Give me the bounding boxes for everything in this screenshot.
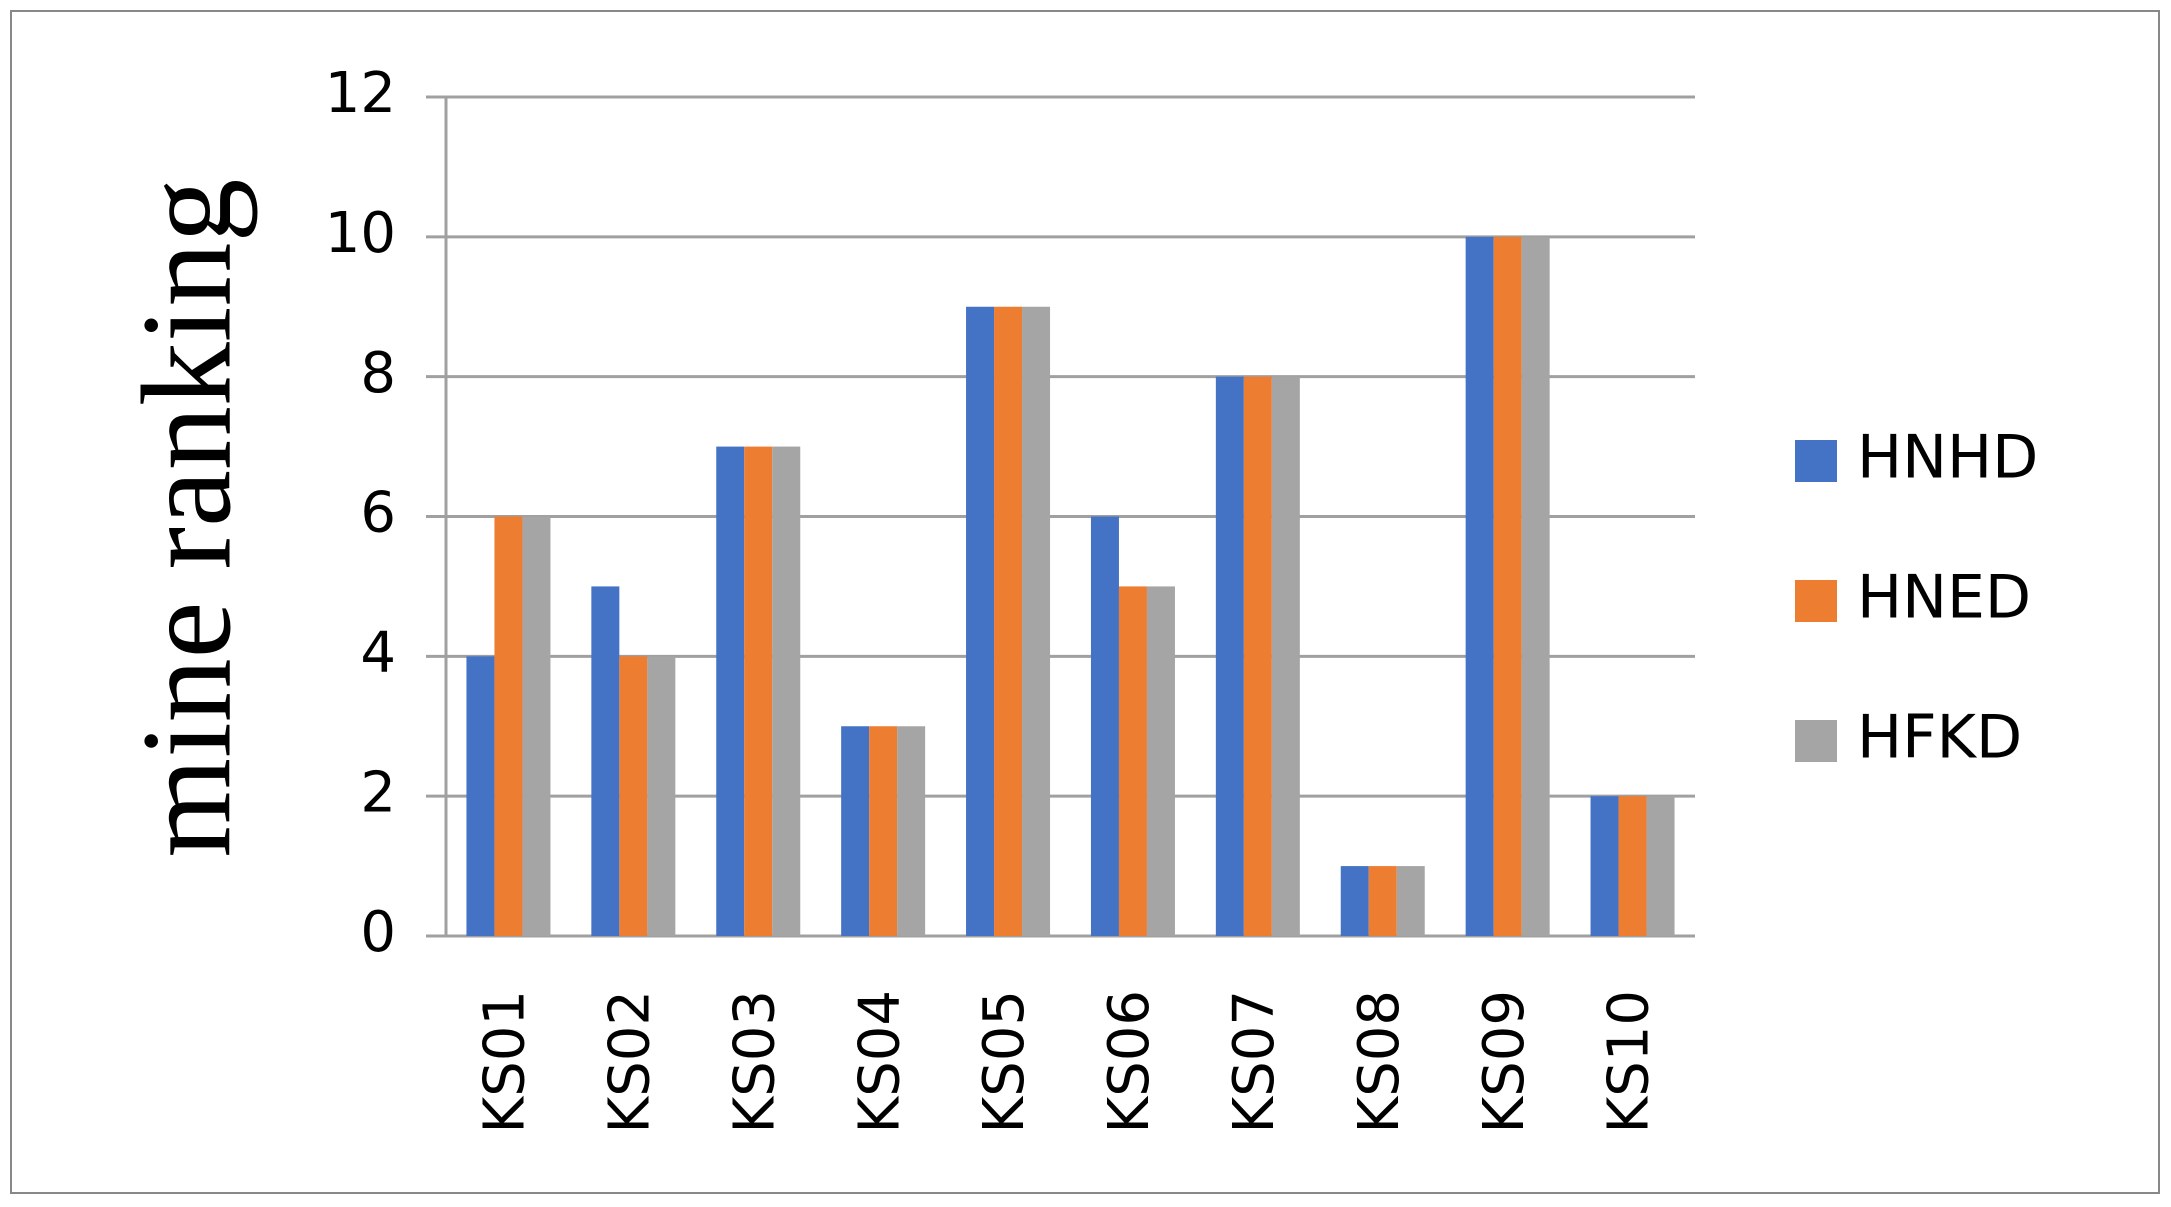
bar <box>897 726 926 936</box>
bar <box>1340 866 1369 936</box>
bar <box>1646 796 1675 936</box>
bar <box>994 306 1023 936</box>
y-tick-label: 2 <box>360 760 396 825</box>
bar <box>1590 796 1619 936</box>
bar <box>1146 586 1175 936</box>
legend-swatch <box>1795 440 1837 482</box>
y-tick-label: 8 <box>360 341 396 406</box>
y-axis-label: mine ranking <box>115 179 257 858</box>
bar <box>1215 376 1244 937</box>
bar <box>1618 796 1647 936</box>
legend-label: HFKD <box>1857 703 2022 773</box>
legend-label: HNED <box>1857 563 2031 633</box>
legend-swatch <box>1795 580 1837 622</box>
x-tick-label: KS04 <box>847 990 912 1134</box>
x-tick-label: KS09 <box>1472 990 1537 1134</box>
x-tick-label: KS02 <box>597 990 662 1134</box>
bar <box>1465 236 1494 937</box>
y-tick-label: 4 <box>360 620 396 685</box>
bar <box>716 446 745 936</box>
bar <box>647 656 676 936</box>
bar <box>966 306 995 936</box>
bar <box>494 516 523 936</box>
bar <box>1090 516 1119 936</box>
bar <box>1493 236 1522 937</box>
bar <box>841 726 870 936</box>
bar <box>522 516 551 936</box>
bar <box>1368 866 1397 936</box>
x-tick-label: KS10 <box>1597 990 1662 1134</box>
bar <box>1243 376 1272 937</box>
bar <box>1271 376 1300 937</box>
bar <box>772 446 801 936</box>
bar <box>619 656 648 936</box>
bar <box>869 726 898 936</box>
x-tick-label: KS08 <box>1347 990 1412 1134</box>
y-tick-label: 6 <box>360 481 396 546</box>
legend-label: HNHD <box>1857 423 2038 493</box>
x-tick-label: KS03 <box>722 990 787 1134</box>
bar <box>1396 866 1425 936</box>
bar <box>744 446 773 936</box>
bar <box>466 656 495 936</box>
x-tick-label: KS05 <box>972 990 1037 1134</box>
bar <box>1521 236 1550 937</box>
legend-swatch <box>1795 720 1837 762</box>
y-tick-label: 0 <box>360 900 396 965</box>
bar <box>591 586 620 936</box>
y-tick-label: 12 <box>325 61 396 126</box>
x-tick-label: KS06 <box>1097 990 1162 1134</box>
bar <box>1022 306 1051 936</box>
bar <box>1118 586 1147 936</box>
x-tick-label: KS01 <box>473 990 538 1134</box>
x-tick-label: KS07 <box>1222 990 1287 1134</box>
y-tick-label: 10 <box>325 201 396 266</box>
